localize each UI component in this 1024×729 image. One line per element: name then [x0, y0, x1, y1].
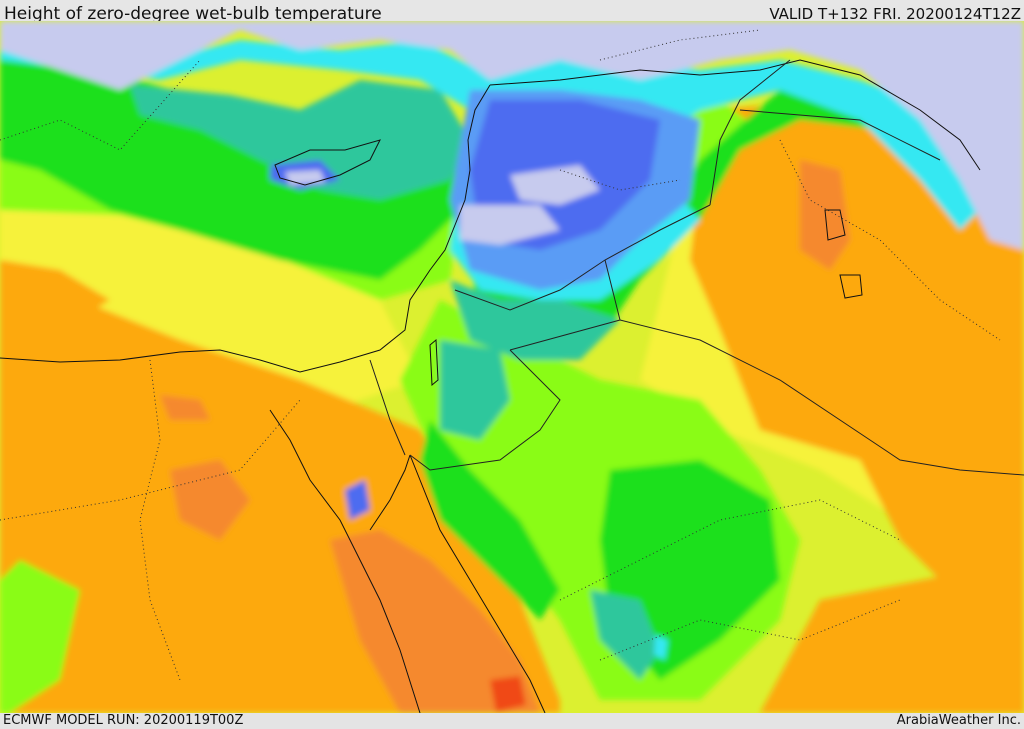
- lake-tharthar: [824, 209, 846, 241]
- footer-bar: ECMWF MODEL RUN: 20200119T00Z ArabiaWeat…: [0, 713, 1024, 729]
- field-orange-west: [0, 260, 110, 330]
- admin-boundary: [139, 359, 181, 681]
- header-bar: Height of zero-degree wet-bulb temperatu…: [0, 0, 1024, 21]
- lake-razazza: [839, 274, 863, 299]
- field-dark-orange: [330, 530, 540, 713]
- field-red-orange: [490, 676, 526, 712]
- field-orange-east: [690, 100, 1024, 620]
- coastline-red-sea-east: [409, 454, 546, 713]
- model-run-label: ECMWF MODEL RUN: 20200119T00Z: [3, 713, 244, 728]
- border-egypt-israel: [369, 359, 406, 456]
- weather-map[interactable]: [0, 21, 1024, 713]
- admin-boundary: [779, 139, 1001, 341]
- border-turkey-iraq: [739, 109, 941, 161]
- field-green: [420, 420, 560, 620]
- contour-fields: [0, 21, 1024, 713]
- field-lavender: [0, 21, 1024, 250]
- border-jordan-saudi: [409, 349, 561, 471]
- field-teal: [450, 280, 620, 360]
- valid-time: VALID T+132 FRI. 20200124T12Z: [769, 5, 1021, 21]
- field-cyan: [654, 635, 668, 660]
- country-borders: [369, 59, 1024, 476]
- field-dark-orange: [160, 395, 210, 420]
- credit-label: ArabiaWeather Inc.: [896, 713, 1021, 728]
- map-canvas: [0, 21, 1024, 713]
- gulf-of-aqaba: [369, 454, 411, 531]
- coastlines: [0, 59, 981, 713]
- admin-boundaries: [0, 29, 1001, 681]
- border-iraq-saudi: [619, 319, 1024, 476]
- coastline-levant-egypt: [0, 84, 491, 373]
- field-teal: [440, 340, 510, 440]
- admin-boundary: [0, 59, 201, 151]
- field-lavender: [285, 170, 325, 185]
- field-dark-orange: [170, 460, 250, 540]
- field-lavender: [460, 205, 560, 245]
- cyprus: [274, 139, 381, 186]
- coastline-red-sea-west: [269, 409, 421, 713]
- field-light-green: [0, 560, 80, 713]
- map-title: Height of zero-degree wet-bulb temperatu…: [4, 4, 382, 21]
- field-lavender: [510, 165, 600, 205]
- coastline-anatolia: [489, 59, 981, 171]
- field-orange-east: [760, 560, 1024, 713]
- admin-boundary: [0, 399, 301, 521]
- border-syria-iraq: [709, 59, 791, 206]
- border-syria-jordan: [454, 204, 711, 311]
- field-teal: [590, 590, 660, 680]
- field-blue: [345, 480, 370, 520]
- dead-sea: [429, 338, 439, 387]
- admin-boundary: [599, 29, 761, 61]
- field-teal: [130, 80, 470, 200]
